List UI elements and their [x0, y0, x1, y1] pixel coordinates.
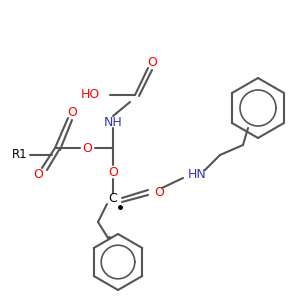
Text: O: O — [67, 106, 77, 118]
Text: C: C — [109, 191, 117, 205]
Text: NH: NH — [103, 116, 122, 128]
Text: O: O — [33, 169, 43, 182]
Text: O: O — [154, 185, 164, 199]
Text: O: O — [147, 56, 157, 68]
Text: R1: R1 — [12, 148, 28, 161]
Text: HO: HO — [81, 88, 100, 101]
Text: HN: HN — [188, 167, 207, 181]
Text: O: O — [82, 142, 92, 154]
Text: O: O — [108, 166, 118, 178]
